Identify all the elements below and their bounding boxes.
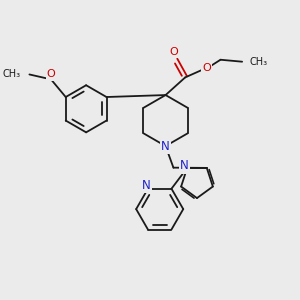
- Text: O: O: [202, 63, 211, 73]
- Text: CH₃: CH₃: [250, 57, 268, 67]
- Text: O: O: [169, 47, 178, 57]
- Text: N: N: [142, 179, 150, 192]
- Text: N: N: [180, 159, 189, 172]
- Text: O: O: [46, 70, 56, 80]
- Text: N: N: [161, 140, 170, 153]
- Text: CH₃: CH₃: [2, 70, 21, 80]
